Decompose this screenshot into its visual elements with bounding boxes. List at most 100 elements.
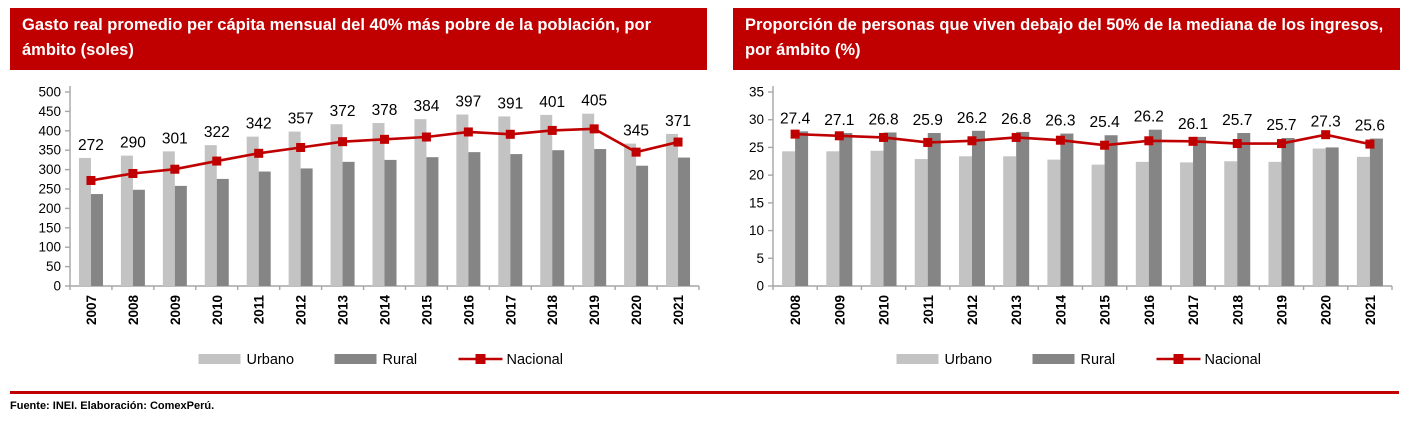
- nacional-marker-2010: [212, 156, 222, 166]
- y-tick-label: 400: [38, 123, 61, 138]
- nacional-value-label: 301: [162, 130, 188, 147]
- right-chart-title: Proporción de personas que viven debajo …: [733, 8, 1400, 70]
- x-tick-label: 2009: [168, 295, 183, 325]
- y-tick-label: 300: [38, 162, 61, 177]
- nacional-marker-2009: [170, 164, 180, 174]
- rural-bar-2012: [971, 130, 985, 286]
- nacional-marker-2020: [1321, 130, 1331, 140]
- nacional-value-label: 384: [413, 98, 439, 115]
- x-tick-label: 2011: [252, 295, 267, 325]
- y-tick-label: 350: [38, 143, 61, 158]
- urbano-bar-2018: [540, 114, 553, 286]
- urbano-bar-2012: [958, 156, 972, 286]
- urbano-bar-2008: [120, 155, 133, 286]
- nacional-value-label: 26.2: [957, 110, 987, 127]
- x-tick-label: 2008: [126, 295, 141, 326]
- legend-swatch-rural: [1032, 354, 1075, 364]
- legend: Urbano Rural Nacional: [198, 352, 563, 368]
- y-tick-label: 25: [749, 140, 764, 155]
- nacional-value-label: 272: [78, 137, 104, 154]
- urbano-bar-2012: [288, 131, 301, 286]
- nacional-marker-2011: [254, 148, 264, 158]
- urbano-bar-2011: [914, 159, 928, 286]
- nacional-marker-2007: [86, 175, 96, 185]
- y-tick-label: 5: [756, 251, 764, 266]
- axes: [772, 86, 1392, 287]
- legend-label-rural: Rural: [383, 352, 418, 368]
- urbano-bar-2015: [1091, 164, 1105, 286]
- x-tick-label: 2010: [210, 295, 225, 325]
- rural-bar-2019: [1281, 138, 1295, 286]
- x-tick-label: 2013: [1009, 295, 1024, 326]
- y-tick-label: 10: [749, 223, 764, 238]
- nacional-marker-2011: [923, 137, 933, 147]
- x-tick-label: 2017: [1186, 295, 1201, 325]
- nacional-value-label: 290: [120, 135, 146, 152]
- nacional-value-label: 342: [246, 116, 272, 133]
- x-tick-label: 2019: [587, 295, 602, 325]
- x-axis-labels: 2007 2008 2009 2010 2011 2012 2013 2014 2015 2016…: [84, 295, 686, 326]
- left-chart-title: Gasto real promedio per cápita mensual d…: [10, 8, 707, 70]
- nacional-marker-2015: [421, 132, 431, 142]
- urbano-bar-2013: [1003, 156, 1017, 286]
- nacional-marker-2008: [790, 129, 800, 139]
- legend-marker-nacional: [475, 354, 486, 364]
- nacional-value-label: 345: [623, 123, 649, 140]
- bars-urbano: [782, 148, 1370, 286]
- nacional-marker-2017: [505, 129, 515, 139]
- y-tick-label: 35: [749, 85, 764, 100]
- nacional-marker-2018: [547, 125, 557, 135]
- nacional-marker-2013: [338, 137, 348, 147]
- urbano-bar-2014: [372, 123, 385, 286]
- x-tick-label: 2019: [1274, 295, 1289, 325]
- nacional-value-label: 357: [288, 111, 314, 128]
- urbano-bar-2009: [826, 151, 840, 286]
- nacional-value-label: 26.1: [1178, 116, 1208, 133]
- urbano-bar-2008: [782, 151, 796, 286]
- y-tick-label: 30: [749, 112, 764, 127]
- footer-source: Fuente: INEI. Elaboración: ComexPerú.: [10, 400, 215, 412]
- nacional-value-label: 378: [372, 102, 398, 119]
- rural-bar-2016: [468, 152, 481, 286]
- rural-bar-2007: [90, 194, 103, 286]
- urbano-bar-2010: [204, 145, 217, 286]
- left-chart-panel: Gasto real promedio per cápita mensual d…: [10, 8, 707, 390]
- nacional-marker-2017: [1188, 136, 1198, 146]
- x-tick-label: 2017: [503, 295, 518, 325]
- urbano-bar-2021: [1356, 156, 1370, 286]
- rural-bar-2014: [1060, 133, 1074, 286]
- x-tick-label: 2018: [545, 295, 560, 326]
- bars-rural: [795, 129, 1383, 286]
- urbano-bar-2016: [1135, 161, 1149, 286]
- nacional-value-label: 391: [497, 95, 523, 112]
- nacional-marker-2019: [1276, 139, 1286, 149]
- rural-bar-2018: [552, 150, 565, 286]
- rural-bar-2010: [883, 132, 897, 286]
- x-tick-label: 2014: [378, 295, 393, 326]
- y-tick-label: 20: [749, 168, 764, 183]
- rural-bar-2013: [1016, 131, 1030, 286]
- rural-bar-2020: [636, 165, 649, 286]
- nacional-marker-2013: [1011, 132, 1021, 142]
- rural-bar-2021: [1369, 138, 1383, 286]
- rural-bar-2014: [384, 159, 397, 286]
- x-tick-label: 2015: [419, 295, 434, 326]
- rural-bar-2021: [678, 157, 691, 286]
- nacional-value-label: 25.4: [1090, 114, 1121, 131]
- urbano-bar-2021: [666, 133, 679, 286]
- nacional-marker-2016: [1144, 136, 1154, 146]
- rural-bar-2008: [795, 131, 809, 286]
- rural-bar-2017: [1193, 136, 1207, 286]
- urbano-bar-2011: [246, 136, 259, 286]
- legend-label-rural: Rural: [1081, 352, 1116, 368]
- nacional-marker-2021: [1365, 139, 1375, 149]
- nacional-marker-2012: [296, 142, 306, 152]
- y-tick-label: 0: [756, 279, 764, 294]
- bars-urbano: [78, 113, 679, 286]
- legend-swatch-urbano: [198, 354, 241, 364]
- rural-bar-2010: [216, 178, 229, 286]
- rural-bar-2012: [300, 168, 313, 286]
- x-tick-label: 2014: [1053, 295, 1068, 326]
- urbano-bar-2020: [1312, 148, 1326, 286]
